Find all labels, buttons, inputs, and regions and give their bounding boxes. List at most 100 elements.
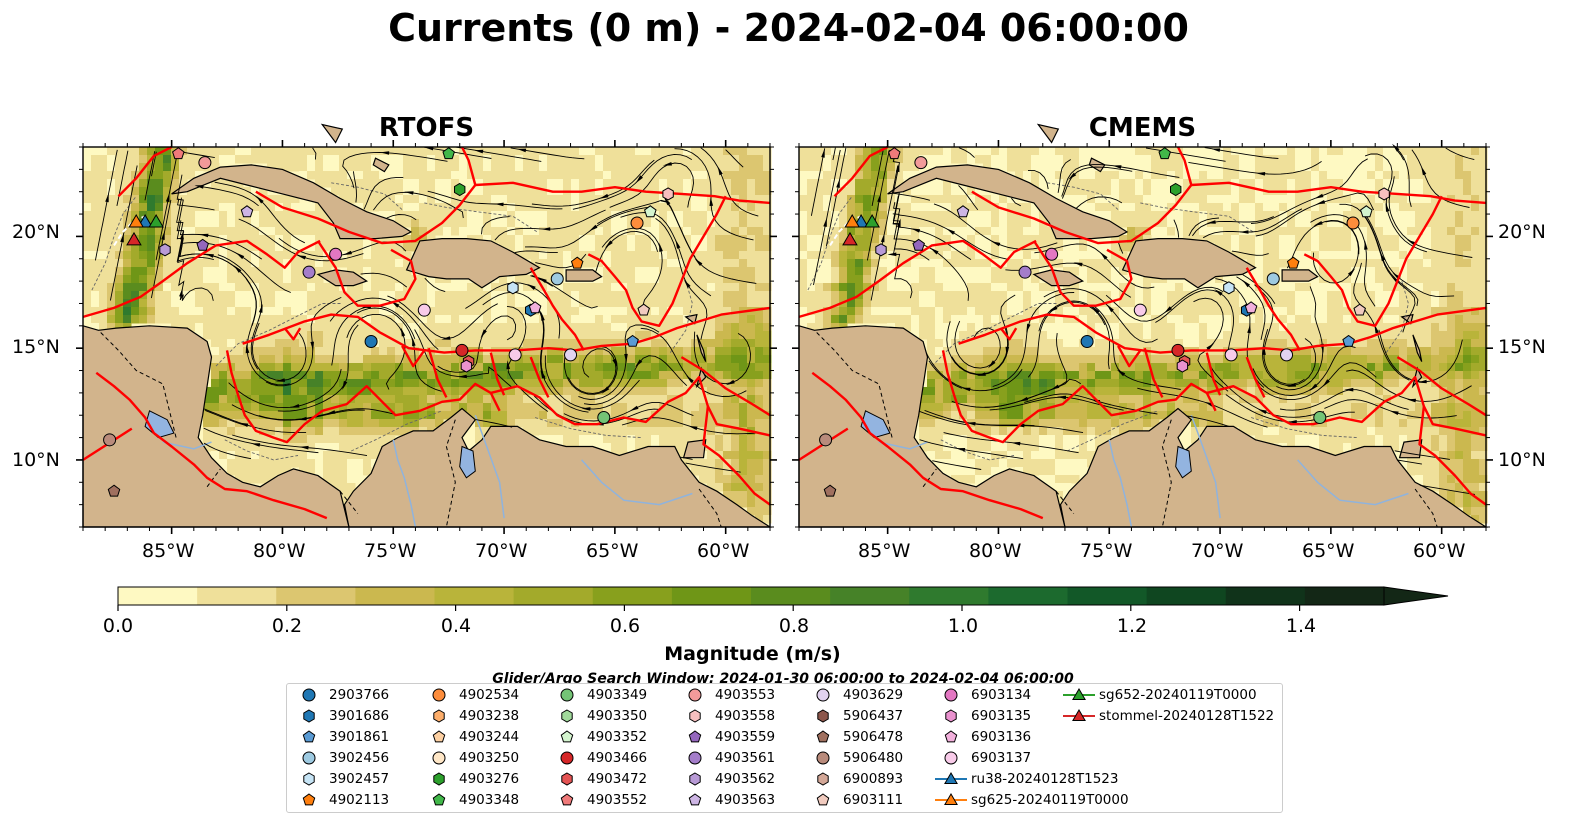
streamline-arrow	[821, 148, 825, 158]
speed-field	[799, 147, 1488, 524]
colorbar-tick-label: 1.0	[947, 615, 979, 637]
streamline	[205, 409, 247, 427]
streamline	[427, 190, 563, 210]
river-line	[581, 459, 693, 506]
streamline	[177, 237, 214, 301]
eez-boundary-line	[1245, 267, 1301, 351]
streamline-arrow	[1256, 172, 1266, 176]
depth-contour	[669, 280, 693, 353]
map-panel-rtofs[interactable]	[76, 123, 777, 534]
argo-float-marker	[508, 348, 522, 362]
legend-item: sg625-20240119T0000	[933, 790, 1129, 810]
land-south-america	[1059, 407, 1489, 528]
streamline	[1186, 415, 1229, 427]
glider-marker	[842, 231, 858, 246]
streamline-arrow	[675, 239, 681, 249]
streamline	[1395, 147, 1412, 208]
streamline	[252, 322, 307, 381]
glider-marker	[126, 231, 142, 246]
colorbar-segment	[434, 587, 515, 605]
panel-title-cmems: CMEMS	[1088, 113, 1197, 143]
argo-float-marker	[1158, 147, 1171, 160]
lon-tick-label: 75°W	[1080, 540, 1133, 562]
argo-float-marker	[107, 484, 121, 497]
legend-symbol	[816, 730, 830, 743]
glider-marker	[128, 213, 144, 228]
land-lesser1	[684, 313, 698, 325]
streamline	[1276, 286, 1324, 391]
streamline	[893, 202, 1007, 260]
legend-marker-icon	[560, 751, 574, 765]
streamline	[1346, 369, 1472, 402]
lat-tick-label: 15°N	[12, 336, 60, 358]
streamline	[109, 165, 138, 301]
colorbar-segment	[988, 587, 1068, 605]
eez-boundary-line	[999, 327, 1018, 341]
legend-item: 3902456	[291, 748, 389, 768]
streamline-arrow	[1385, 202, 1390, 212]
streamline	[1262, 328, 1317, 386]
eez-boundary-line	[283, 327, 302, 341]
eez-boundaries	[798, 145, 1487, 520]
legend: 2903766 3901686 3901861 3902456 3902457 49021…	[286, 683, 1283, 813]
depth-contour	[940, 439, 1015, 461]
legend-marker-icon	[561, 709, 573, 723]
legend-label: sg625-20240119T0000	[971, 792, 1129, 808]
legend-marker-icon	[944, 730, 958, 743]
argo-float-marker	[196, 238, 209, 251]
legend-item: 4903466	[549, 748, 647, 768]
legend-label: 3902457	[329, 771, 390, 787]
streamline	[200, 185, 259, 207]
legend-symbol	[560, 751, 574, 765]
argo-float-marker	[364, 334, 378, 348]
eez-boundary-line	[971, 146, 1193, 245]
streamline-arrow	[1026, 323, 1031, 333]
streamline-arrow	[1100, 252, 1108, 260]
streamline-arrow	[251, 443, 261, 447]
legend-label: 4903348	[459, 792, 520, 808]
legend-item: 4902534	[421, 685, 519, 705]
streamline	[870, 165, 899, 301]
streamline	[245, 278, 290, 386]
depth-contour	[807, 195, 853, 291]
streamline	[655, 218, 708, 340]
streamline	[1173, 219, 1180, 238]
streamline	[601, 227, 663, 307]
streamline-arrow	[1421, 166, 1427, 176]
streamline	[578, 324, 660, 400]
argo-float-marker	[1280, 348, 1294, 362]
streamline	[1324, 399, 1457, 419]
legend-item: 4903629	[805, 685, 903, 705]
streamline	[1419, 484, 1475, 495]
legend-label: 4903629	[843, 687, 904, 703]
streamline	[356, 307, 442, 392]
streamline-arrow	[412, 337, 416, 347]
legend-item: 4903244	[421, 727, 519, 747]
argo-float-marker	[417, 303, 431, 317]
argo-float-marker	[1018, 265, 1032, 279]
legend-marker-icon	[433, 709, 445, 723]
streamline-arrow	[1380, 252, 1386, 262]
glider-marker	[844, 213, 860, 228]
colorbar-extend-arrow	[1383, 586, 1449, 606]
argo-float-marker	[626, 334, 639, 347]
streamline-arrow	[629, 405, 639, 412]
streamline	[1061, 166, 1133, 199]
legend-symbol	[433, 709, 445, 723]
streamline	[1193, 297, 1229, 392]
map-panel-cmems[interactable]	[792, 123, 1493, 534]
argo-float-marker	[570, 256, 584, 269]
legend-item: 4903238	[421, 706, 519, 726]
argo-float-marker	[823, 484, 837, 497]
streamline	[180, 231, 291, 293]
streamline-arrow	[424, 146, 434, 151]
legend-label: 4903466	[587, 750, 648, 766]
river-line	[1108, 439, 1133, 528]
legend-item: 4903276	[421, 769, 519, 789]
land-masses	[798, 123, 1489, 528]
streamline-arrow	[1347, 268, 1356, 277]
legend-label: 4903276	[459, 771, 520, 787]
legend-item: 3902457	[291, 769, 389, 789]
streamline-arrow	[239, 422, 249, 427]
legend-label: 2903766	[329, 687, 390, 703]
